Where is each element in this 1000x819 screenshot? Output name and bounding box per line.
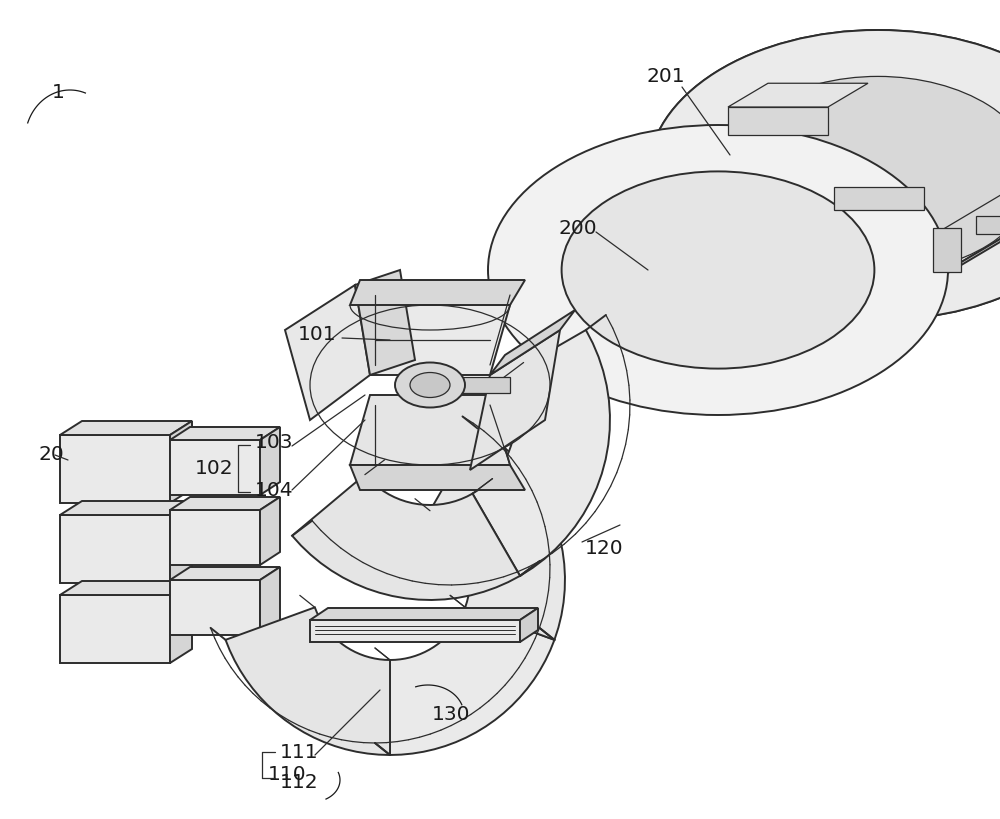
- Polygon shape: [488, 175, 1000, 270]
- Text: 112: 112: [280, 772, 319, 791]
- Polygon shape: [310, 620, 520, 642]
- Ellipse shape: [562, 171, 874, 369]
- Polygon shape: [933, 228, 961, 272]
- Polygon shape: [948, 175, 1000, 273]
- Polygon shape: [430, 428, 565, 640]
- Ellipse shape: [488, 125, 948, 415]
- Polygon shape: [170, 501, 192, 583]
- Ellipse shape: [395, 363, 465, 408]
- Ellipse shape: [648, 30, 1000, 320]
- Polygon shape: [728, 107, 828, 135]
- Polygon shape: [350, 465, 525, 490]
- Ellipse shape: [648, 30, 1000, 320]
- Polygon shape: [260, 567, 280, 635]
- Polygon shape: [60, 501, 192, 515]
- Text: 102: 102: [195, 459, 234, 477]
- Polygon shape: [470, 330, 560, 470]
- Polygon shape: [60, 595, 170, 663]
- Text: 110: 110: [268, 766, 307, 785]
- Polygon shape: [310, 608, 538, 620]
- Polygon shape: [170, 497, 280, 510]
- Text: 201: 201: [646, 67, 685, 87]
- Polygon shape: [350, 305, 510, 375]
- Polygon shape: [473, 330, 610, 576]
- Text: 103: 103: [255, 433, 294, 453]
- Polygon shape: [60, 515, 170, 583]
- Ellipse shape: [410, 373, 450, 397]
- Text: 130: 130: [432, 705, 471, 725]
- Polygon shape: [350, 280, 525, 305]
- Polygon shape: [170, 440, 260, 495]
- Text: 104: 104: [255, 481, 294, 500]
- Text: 1: 1: [52, 83, 65, 102]
- Polygon shape: [60, 581, 192, 595]
- Text: 111: 111: [280, 743, 319, 762]
- Polygon shape: [226, 608, 390, 755]
- Polygon shape: [415, 377, 510, 393]
- Polygon shape: [170, 567, 280, 580]
- Polygon shape: [60, 435, 170, 503]
- Polygon shape: [728, 84, 868, 107]
- Polygon shape: [520, 608, 538, 642]
- Polygon shape: [390, 608, 554, 755]
- Polygon shape: [60, 421, 192, 435]
- Polygon shape: [170, 510, 260, 565]
- Text: 101: 101: [298, 325, 337, 345]
- Polygon shape: [285, 285, 370, 420]
- Ellipse shape: [722, 76, 1000, 274]
- Text: 120: 120: [585, 539, 624, 558]
- Polygon shape: [170, 581, 192, 663]
- Text: 20: 20: [38, 446, 64, 464]
- Text: 200: 200: [558, 219, 597, 238]
- Polygon shape: [350, 395, 510, 465]
- Polygon shape: [490, 310, 575, 375]
- Polygon shape: [170, 580, 260, 635]
- Polygon shape: [170, 427, 280, 440]
- Polygon shape: [976, 216, 1000, 234]
- Polygon shape: [834, 188, 924, 210]
- Polygon shape: [292, 475, 520, 600]
- Polygon shape: [170, 421, 192, 503]
- Polygon shape: [355, 270, 415, 375]
- Polygon shape: [260, 427, 280, 495]
- Polygon shape: [260, 497, 280, 565]
